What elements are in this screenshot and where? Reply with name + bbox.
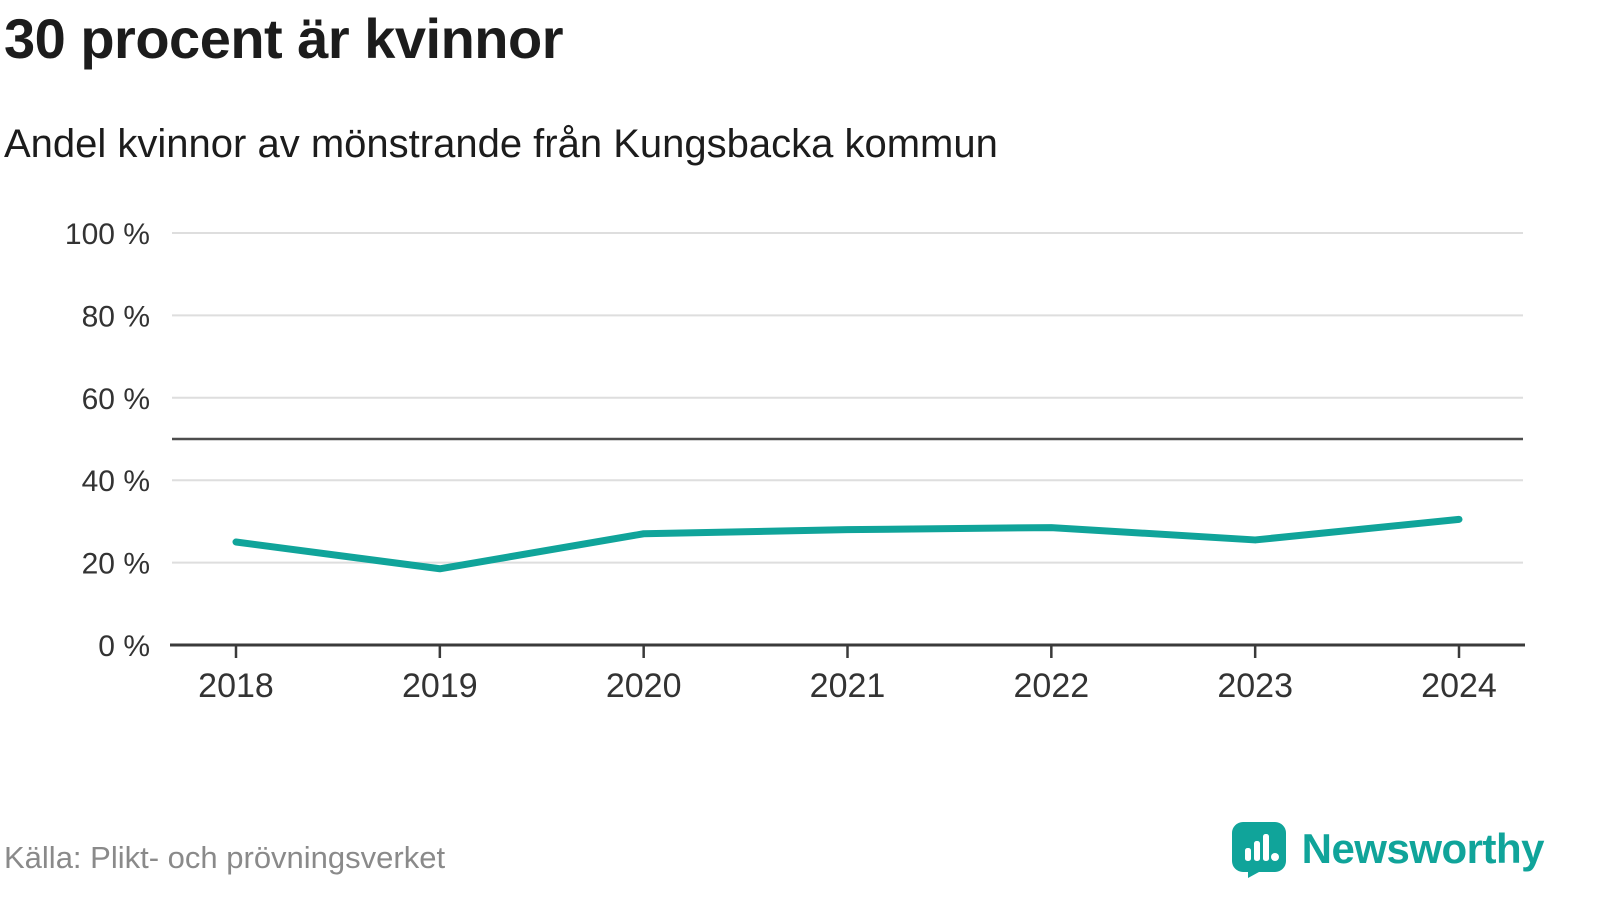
y-axis-tick-label: 0 % (98, 630, 150, 663)
line-chart: 0 % 20 % 40 % 60 % 80 % 100 % 2018 2019 2020 2021… (0, 200, 1600, 720)
newsworthy-logo-icon (1231, 822, 1286, 878)
y-axis-tick-label: 60 % (82, 383, 150, 416)
newsworthy-brand: Newsworthy (1230, 820, 1545, 878)
x-axis-tick-label: 2021 (810, 667, 886, 705)
line-chart-svg: 0 % 20 % 40 % 60 % 80 % 100 % 2018 2019 2020 2021… (65, 218, 1525, 705)
x-axis-tick-label: 2024 (1421, 667, 1497, 705)
x-axis-tick-label: 2019 (402, 667, 478, 705)
y-axis-tick-label: 80 % (82, 300, 150, 333)
x-axis-tick-label: 2020 (606, 667, 682, 705)
chart-subtitle: Andel kvinnor av mönstrande från Kungsba… (4, 122, 998, 166)
chart-title: 30 procent är kvinnor (4, 7, 564, 70)
y-axis-tick-label: 40 % (82, 465, 150, 498)
data-line (232, 515, 1463, 573)
source-label: Källa: Plikt- och prövningsverket (4, 840, 446, 875)
x-axis-tick-label: 2023 (1217, 667, 1293, 705)
x-axis-tick-label: 2022 (1014, 667, 1090, 705)
y-axis-tick-label: 20 % (82, 548, 150, 581)
y-axis-tick-label: 100 % (65, 218, 150, 251)
x-axis-tick-label: 2018 (198, 667, 274, 705)
brand-name: Newsworthy (1301, 825, 1545, 872)
